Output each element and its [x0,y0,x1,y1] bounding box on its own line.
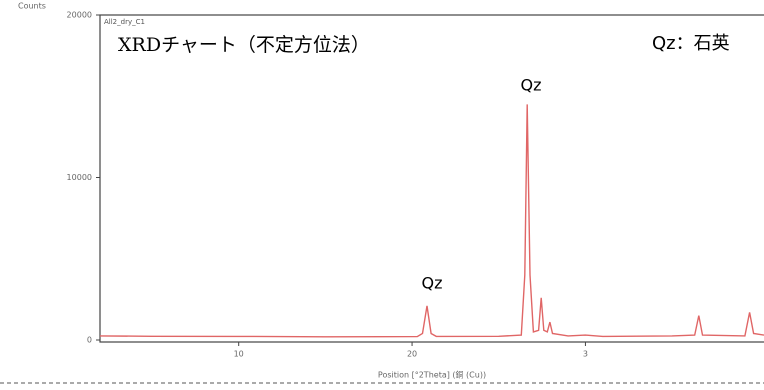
y-axis-label: Counts [18,2,46,11]
spectrum-line [99,104,764,338]
y-tick-label: 10000 [67,173,92,182]
chart-title: XRDチャート（不定方位法） [118,34,370,56]
x-axis-label: Position [°2Theta] (銅 (Cu)) [378,370,486,380]
x-tick-label: 3 [583,350,588,359]
plot-area [99,14,764,343]
y-tick-label: 20000 [67,11,92,20]
peak-annotation: Qz [521,76,542,95]
y-tick-label: 0 [87,336,92,345]
sample-name: All2_dry_C1 [104,18,145,26]
x-tick-label: 20 [407,350,417,359]
note: Qz：石英 [652,33,730,54]
x-tick-label: 10 [234,350,244,359]
peak-annotation: Qz [422,274,443,293]
